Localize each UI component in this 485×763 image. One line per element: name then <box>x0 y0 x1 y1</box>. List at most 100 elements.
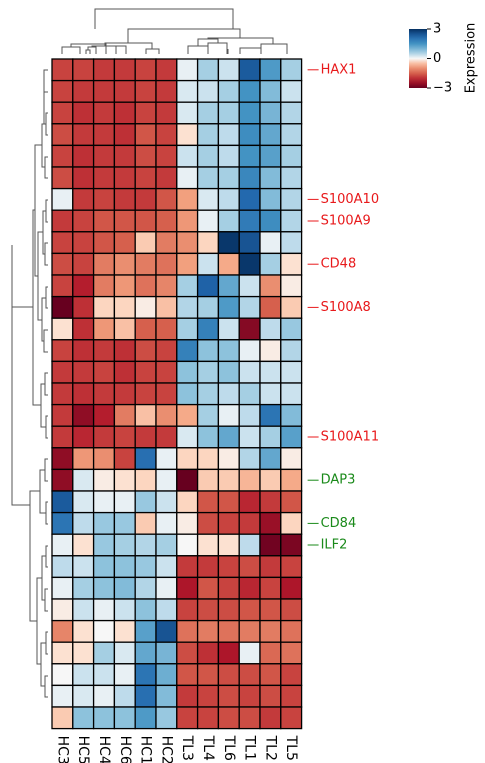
heatmap-cell <box>92 209 116 233</box>
heatmap-cell <box>92 555 116 579</box>
heatmap-cell <box>134 403 157 427</box>
heatmap-cell <box>155 187 178 211</box>
heatmap-cell <box>259 619 282 643</box>
heatmap-cell <box>72 144 95 168</box>
heatmap-cell <box>196 166 220 190</box>
heatmap-cell <box>280 425 303 449</box>
colorbar-ticks: 3 0 −3 <box>427 22 452 96</box>
heatmap-cell <box>51 684 74 708</box>
heatmap-cell <box>176 295 199 319</box>
heatmap-cell <box>155 101 178 125</box>
heatmap-cell <box>72 166 95 190</box>
heatmap-cell <box>238 339 261 363</box>
heatmap-cell <box>196 231 220 255</box>
heatmap-cell <box>113 274 136 298</box>
heatmap-cell <box>196 684 220 708</box>
heatmap-cell <box>238 403 261 427</box>
heatmap-cell <box>259 252 282 276</box>
heatmap-cell <box>196 663 220 687</box>
column-label: HC1 <box>138 736 154 763</box>
heatmap-cell <box>155 619 178 643</box>
colorbar-tick-label: 0 <box>433 51 441 66</box>
column-label: TL5 <box>283 735 299 761</box>
heatmap-cell <box>72 533 95 557</box>
heatmap-cell <box>155 490 178 514</box>
dendrogram-branch <box>43 329 48 353</box>
heatmap-cell <box>280 231 303 255</box>
row-label: DAP3 <box>321 473 356 488</box>
heatmap-cell <box>51 166 74 190</box>
heatmap-cell <box>72 490 95 514</box>
row-dendrogram <box>11 69 48 698</box>
heatmap-cell <box>51 598 74 622</box>
heatmap-cell <box>196 317 220 341</box>
dendrogram-branch <box>45 286 48 309</box>
heatmap-cell <box>113 360 136 384</box>
heatmap-cell <box>238 706 261 730</box>
dendrogram-branch <box>94 8 234 29</box>
heatmap-cell <box>113 598 136 622</box>
heatmap-cell <box>196 555 220 579</box>
heatmap-cell <box>196 511 220 535</box>
heatmap-cell <box>51 555 74 579</box>
heatmap-cell <box>259 598 282 622</box>
heatmap-cell <box>176 101 199 125</box>
heatmap-cell <box>196 641 220 665</box>
heatmap-cell <box>238 123 261 147</box>
column-label: TL4 <box>200 735 216 761</box>
heatmap-cell <box>51 317 74 341</box>
dendrogram-branch <box>44 372 48 396</box>
dendrogram-branch <box>45 631 48 655</box>
heatmap-cell <box>134 339 157 363</box>
heatmap-cell <box>259 425 282 449</box>
heatmap-cell <box>238 187 261 211</box>
heatmap-cell <box>72 511 95 535</box>
heatmap-cell <box>280 58 303 82</box>
heatmap-cell <box>238 641 261 665</box>
heatmap-cell <box>238 684 261 708</box>
heatmap-cell <box>176 663 199 687</box>
dendrogram-branch <box>61 46 81 54</box>
heatmap-cell <box>134 598 157 622</box>
heatmap-cell <box>113 641 136 665</box>
heatmap-cell <box>217 555 240 579</box>
dendrogram-branch <box>29 490 40 622</box>
heatmap-cell <box>134 382 157 406</box>
heatmap-cell <box>176 382 199 406</box>
colorbar-tick-label: 3 <box>433 22 441 37</box>
row-label: S100A9 <box>321 214 371 229</box>
heatmap-cell <box>217 684 240 708</box>
heatmap-cell <box>176 339 199 363</box>
heatmap-cell <box>238 533 261 557</box>
heatmap-cell <box>259 576 282 600</box>
heatmap-cell <box>196 295 220 319</box>
heatmap-cell <box>51 252 74 276</box>
heatmap-cell <box>280 706 303 730</box>
heatmap-cell <box>51 58 74 82</box>
heatmap-cell <box>134 425 157 449</box>
heatmap-cell <box>134 123 157 147</box>
heatmap-cell <box>134 706 157 730</box>
heatmap-cell <box>259 511 282 535</box>
heatmap-cell <box>217 706 240 730</box>
heatmap-cell <box>72 252 95 276</box>
heatmap-cell <box>72 555 95 579</box>
heatmap-cell <box>92 252 116 276</box>
heatmap-cell <box>217 209 240 233</box>
heatmap-cell <box>113 619 136 643</box>
column-label: TL3 <box>179 735 195 761</box>
heatmap-cell <box>238 317 261 341</box>
heatmap-cell <box>280 187 303 211</box>
heatmap-cell <box>134 187 157 211</box>
heatmap-cell <box>51 101 74 125</box>
heatmap-cell <box>176 231 199 255</box>
dendrogram-branch <box>85 49 91 54</box>
dendrogram-branch <box>32 209 41 406</box>
heatmap-cell <box>259 79 282 103</box>
heatmap-cell <box>238 274 261 298</box>
heatmap-cell <box>72 101 95 125</box>
heatmap-cell <box>51 663 74 687</box>
heatmap-cell <box>113 447 136 471</box>
heatmap-cell <box>72 209 95 233</box>
